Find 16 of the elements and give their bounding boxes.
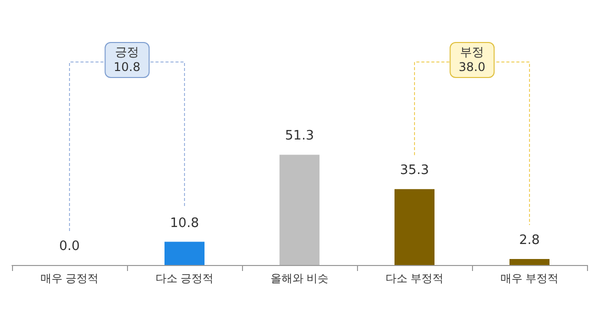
data-label: 35.3: [400, 163, 429, 178]
bar: [394, 189, 434, 265]
x-tick-label: 올해와 비슷: [270, 272, 329, 285]
data-label: 0.0: [59, 239, 80, 254]
bar: [164, 242, 204, 265]
bar: [280, 154, 320, 265]
data-label: 51.3: [285, 128, 314, 144]
data-label: 10.8: [170, 216, 199, 231]
x-tick-label: 다소 긍정적: [155, 272, 214, 285]
x-tick-label: 다소 부정적: [385, 272, 444, 285]
text: 긍정 10.8: [104, 42, 150, 78]
x-tick-label: 매우 부정적: [500, 272, 559, 285]
data-label: 2.8: [519, 232, 540, 248]
text: 부정 38.0: [450, 42, 494, 78]
bar: [510, 258, 550, 265]
x-tick-label: 매우 긍정적: [40, 272, 99, 285]
